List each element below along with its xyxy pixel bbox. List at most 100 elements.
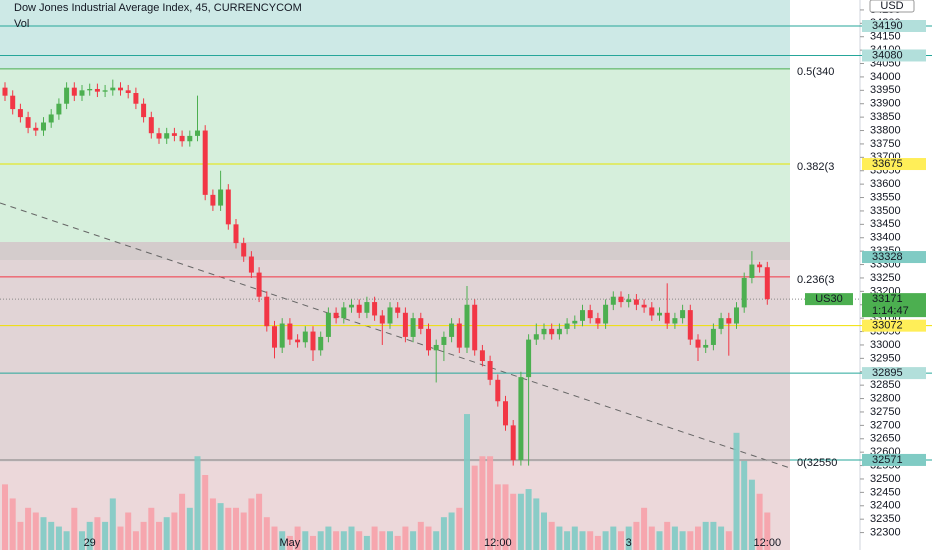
candle-body <box>272 326 277 348</box>
candle-body <box>695 339 701 348</box>
volume-bar <box>718 526 725 550</box>
candle-body <box>17 109 23 118</box>
currency[interactable]: USD <box>880 0 903 12</box>
candle-body <box>325 312 331 337</box>
volume-bar <box>394 535 401 550</box>
trend-line <box>0 202 791 469</box>
volume-bar <box>571 526 578 550</box>
volume-bar <box>410 531 417 550</box>
volume-bar <box>171 512 178 550</box>
candle-body <box>734 307 739 324</box>
candle-body <box>449 323 455 337</box>
candle-body <box>649 307 655 316</box>
candle-body <box>341 307 347 319</box>
candle-body <box>603 304 609 324</box>
candle-body <box>56 103 62 115</box>
candle-body <box>279 323 285 348</box>
candle-body <box>318 336 324 351</box>
volume-bar <box>209 498 216 550</box>
price-tag <box>862 319 926 332</box>
candle-body <box>618 296 624 303</box>
volume-bar <box>94 517 101 550</box>
volume-bar <box>541 512 547 550</box>
candle-body <box>218 189 224 206</box>
candle-body <box>610 296 616 305</box>
fib-label: 0.236(3 <box>797 274 834 286</box>
volume-bar <box>32 512 39 550</box>
volume-bar <box>340 531 347 550</box>
volume-bar <box>325 526 332 550</box>
candle-body <box>641 304 647 308</box>
candle-body <box>102 90 108 92</box>
volume-bar <box>163 517 170 550</box>
volume-bar <box>109 498 116 550</box>
volume-bar <box>40 517 47 550</box>
y-tick-label: 33400 <box>870 232 901 244</box>
candle-body <box>410 318 416 337</box>
volume-bar <box>687 531 694 550</box>
candle-body <box>680 310 686 319</box>
candle-body <box>233 224 239 244</box>
y-tick-label: 32800 <box>870 392 901 404</box>
volume-bar <box>502 484 509 550</box>
candle-body <box>503 401 508 426</box>
candle-body <box>580 310 585 321</box>
volume-bar <box>333 531 340 550</box>
volume-bar <box>633 521 640 550</box>
symbol-tag <box>805 293 853 306</box>
volume-bar <box>271 526 278 550</box>
currency-box[interactable] <box>869 0 915 13</box>
candle-body <box>156 133 162 139</box>
volume-bar <box>140 521 147 550</box>
candle-body <box>110 87 116 91</box>
candle-body <box>549 328 555 335</box>
candle-body <box>64 87 70 104</box>
volume-bar <box>256 493 263 550</box>
volume-bar <box>695 526 701 550</box>
volume-bar <box>148 507 155 550</box>
volume-bar <box>302 531 309 550</box>
chart-title: Dow Jones Industrial Average Index, 45, … <box>14 2 302 14</box>
y-tick-label: 33950 <box>870 84 901 96</box>
volume-bar <box>764 512 771 550</box>
volume-bar <box>525 489 532 550</box>
price-tag-label: 34080 <box>872 49 903 61</box>
y-tick-label: 32300 <box>870 526 901 538</box>
fib-label: 0.382(3 <box>797 161 834 173</box>
volume-bar <box>371 526 378 550</box>
volume-bar <box>86 521 93 550</box>
price-tag-label: 33675 <box>872 158 903 170</box>
volume-bar <box>471 465 478 550</box>
candle-body <box>210 194 216 206</box>
candle-body <box>433 344 439 351</box>
volume-bar <box>25 507 32 550</box>
zone <box>0 242 790 260</box>
candle-body <box>764 267 770 300</box>
volume-bar <box>733 432 740 550</box>
volume-bar <box>641 507 648 550</box>
volume-bar <box>310 535 316 550</box>
volume-bar <box>648 526 655 550</box>
candle-body <box>125 90 131 94</box>
volume-bar <box>125 512 132 550</box>
volume-bar <box>494 484 501 550</box>
volume-bar <box>248 498 255 550</box>
volume-bar <box>602 531 609 550</box>
volume-bar <box>702 521 709 550</box>
zone <box>0 69 790 242</box>
candle-body <box>518 377 524 461</box>
candle-body <box>379 315 385 324</box>
candle-body <box>33 127 39 131</box>
volume-bar <box>664 521 671 550</box>
volume-bar <box>656 531 663 550</box>
volume-bar <box>48 521 55 550</box>
volume-bar <box>294 526 301 550</box>
candle-body <box>302 331 308 343</box>
volume-bar <box>440 517 447 550</box>
candle-body <box>171 133 177 136</box>
candle-body <box>133 93 139 104</box>
volume-bar <box>564 531 571 550</box>
volume-bar <box>487 456 494 550</box>
candle-body <box>633 299 639 305</box>
volume-bar <box>579 531 586 550</box>
